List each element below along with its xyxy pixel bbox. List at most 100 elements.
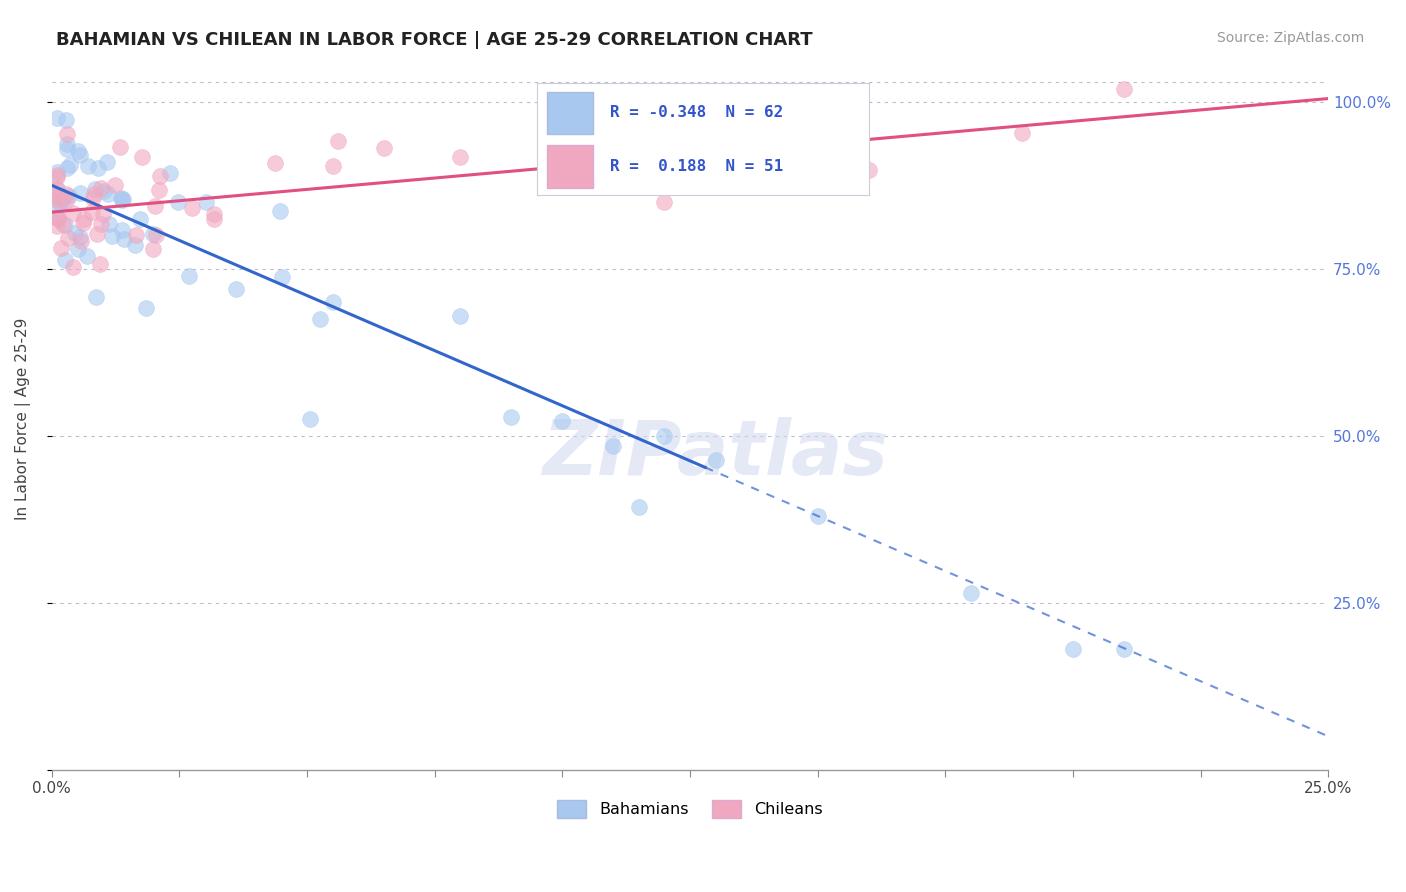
Point	[82, 191, 104, 205]
Point	[181, 201, 204, 215]
Point	[76, 249, 98, 263]
Point	[373, 141, 395, 155]
Point	[53, 253, 76, 268]
Point	[807, 508, 830, 523]
Point	[97, 187, 120, 202]
Point	[1011, 126, 1033, 140]
Point	[62, 206, 84, 220]
Point	[72, 216, 94, 230]
Point	[654, 195, 676, 210]
Point	[56, 142, 79, 156]
Point	[45, 193, 67, 207]
Point	[551, 414, 574, 428]
Point	[959, 586, 981, 600]
Point	[45, 219, 67, 233]
Point	[704, 452, 727, 467]
Point	[501, 409, 523, 424]
Point	[84, 290, 107, 304]
Point	[326, 134, 349, 148]
Point	[309, 312, 332, 326]
Point	[135, 301, 157, 316]
Point	[80, 205, 103, 219]
Point	[112, 232, 135, 246]
Text: Source: ZipAtlas.com: Source: ZipAtlas.com	[1216, 31, 1364, 45]
Point	[129, 212, 152, 227]
Point	[142, 227, 165, 242]
Point	[45, 202, 67, 216]
Point	[52, 217, 75, 231]
Point	[46, 211, 69, 226]
Point	[84, 181, 107, 195]
Point	[111, 193, 134, 207]
Point	[111, 222, 134, 236]
Point	[62, 260, 84, 275]
Point	[298, 412, 321, 426]
Point	[142, 242, 165, 256]
Point	[58, 231, 80, 245]
Point	[322, 295, 344, 310]
Point	[627, 500, 650, 515]
Y-axis label: In Labor Force | Age 25-29: In Labor Force | Age 25-29	[15, 318, 31, 520]
Point	[45, 170, 67, 185]
Point	[148, 183, 170, 197]
Point	[48, 195, 70, 210]
Point	[202, 207, 225, 221]
Point	[63, 226, 86, 240]
Point	[58, 189, 80, 203]
Point	[551, 142, 574, 156]
Text: BAHAMIAN VS CHILEAN IN LABOR FORCE | AGE 25-29 CORRELATION CHART: BAHAMIAN VS CHILEAN IN LABOR FORCE | AGE…	[56, 31, 813, 49]
Point	[1112, 642, 1135, 657]
Point	[124, 237, 146, 252]
Point	[45, 181, 67, 195]
Point	[55, 187, 77, 202]
Point	[56, 127, 79, 141]
Point	[73, 212, 96, 227]
Point	[177, 268, 200, 283]
Point	[449, 150, 471, 164]
Point	[87, 161, 110, 175]
Point	[654, 429, 676, 443]
Point	[46, 182, 69, 196]
Point	[159, 166, 181, 180]
Point	[264, 156, 287, 170]
Point	[45, 168, 67, 182]
Point	[51, 241, 73, 255]
Point	[53, 218, 76, 232]
Point	[93, 184, 115, 198]
Point	[83, 186, 105, 201]
Point	[69, 148, 91, 162]
Point	[76, 160, 98, 174]
Point	[69, 186, 91, 201]
Point	[202, 212, 225, 227]
Point	[45, 187, 67, 202]
Point	[225, 282, 247, 296]
Legend: Bahamians, Chileans: Bahamians, Chileans	[551, 794, 830, 825]
Point	[67, 144, 90, 158]
Point	[67, 242, 90, 256]
Point	[56, 136, 79, 151]
Point	[86, 227, 108, 241]
Point	[46, 189, 69, 203]
Point	[1062, 642, 1084, 657]
Point	[52, 192, 75, 206]
Point	[112, 193, 135, 207]
Point	[858, 162, 880, 177]
Point	[69, 229, 91, 244]
Point	[149, 169, 172, 183]
Point	[1112, 81, 1135, 95]
Point	[89, 257, 111, 271]
Point	[322, 160, 344, 174]
Point	[108, 140, 131, 154]
Point	[51, 193, 73, 207]
Point	[96, 155, 118, 169]
Point	[269, 203, 291, 218]
Point	[101, 229, 124, 244]
Point	[90, 217, 112, 231]
Point	[55, 112, 77, 127]
Point	[45, 211, 67, 225]
Point	[45, 165, 67, 179]
Point	[449, 310, 471, 324]
Point	[145, 227, 167, 242]
Point	[59, 158, 82, 172]
Point	[602, 439, 624, 453]
